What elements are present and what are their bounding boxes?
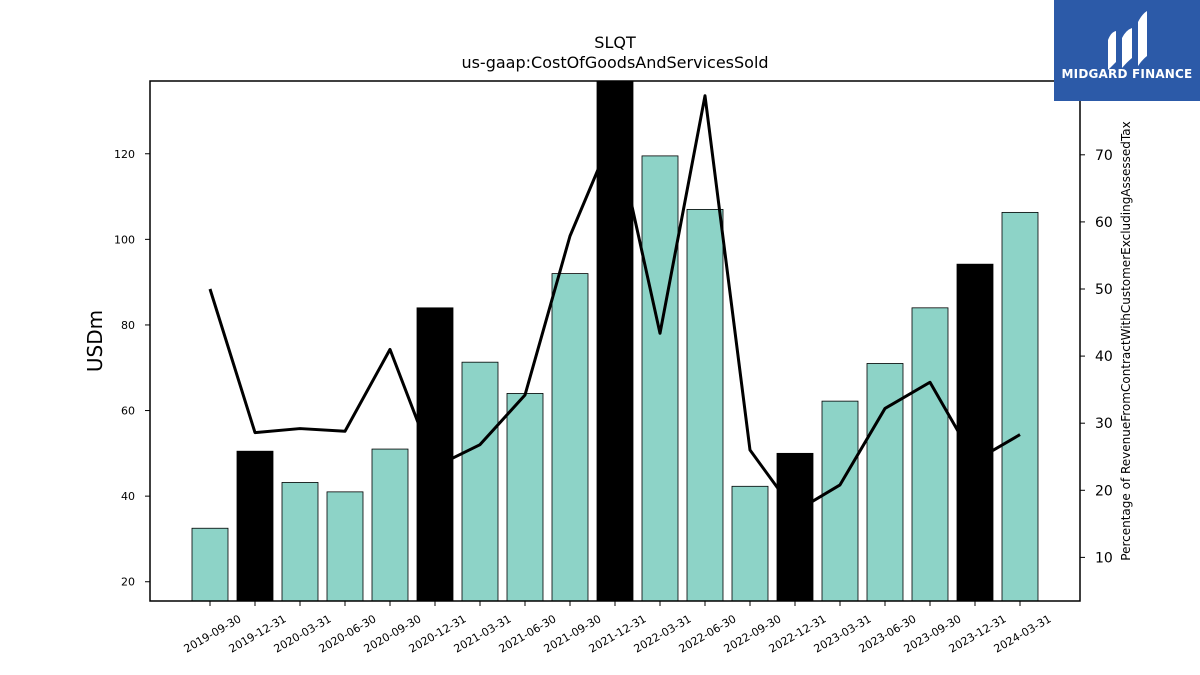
- bar-2019-12-31: [236, 450, 274, 602]
- bar-2022-06-30: [686, 208, 724, 602]
- bar-2022-03-31: [641, 155, 679, 602]
- y2-tick-label: 50: [1095, 282, 1113, 298]
- bar-2021-09-30: [551, 273, 589, 602]
- y-tick-label: 60: [121, 405, 135, 418]
- line-series: [208, 94, 1021, 514]
- bar-2023-12-31: [956, 263, 994, 602]
- bar-2023-09-30: [911, 307, 949, 602]
- y2-tick-label: 70: [1095, 148, 1113, 164]
- bar-2020-03-31: [281, 482, 319, 602]
- bar-2020-06-30: [326, 491, 364, 602]
- y-tick-label: 40: [121, 490, 135, 503]
- bar-series: [191, 80, 1039, 602]
- y-axis-label: USDm: [83, 310, 107, 372]
- line-path: [208, 94, 1021, 514]
- y-tick-label: 100: [114, 233, 135, 246]
- logo-text: MIDGARD FINANCE: [1061, 67, 1193, 81]
- y2-axis-label: Percentage of RevenueFromContractWithCus…: [1119, 121, 1133, 560]
- bar-2021-12-31: [596, 80, 634, 602]
- bar-2023-03-31: [821, 400, 859, 602]
- bar-2022-12-31: [776, 452, 814, 602]
- y-tick-label: 120: [114, 148, 135, 161]
- logo: MIDGARD FINANCE: [1054, 0, 1200, 101]
- bar-2019-09-30: [191, 527, 229, 602]
- bar-2020-12-31: [416, 307, 454, 602]
- bar-2023-06-30: [866, 363, 904, 602]
- y2-tick-label: 10: [1095, 550, 1113, 566]
- y2-tick-label: 20: [1095, 483, 1113, 499]
- bar-2024-03-31: [1001, 211, 1039, 602]
- chart-subtitle: us-gaap:CostOfGoodsAndServicesSold: [461, 53, 768, 72]
- y2-tick-label: 40: [1095, 349, 1113, 365]
- chart-title: SLQT: [594, 33, 636, 52]
- y2-tick-label: 60: [1095, 215, 1113, 231]
- bar-2020-09-30: [371, 448, 409, 602]
- bar-2021-03-31: [461, 361, 499, 602]
- y-tick-label: 80: [121, 319, 135, 332]
- y-tick-label: 20: [121, 576, 135, 589]
- logo-mark-icon: [1108, 11, 1147, 70]
- y2-tick-label: 30: [1095, 416, 1113, 432]
- bar-2022-09-30: [731, 485, 769, 602]
- bar-2021-06-30: [506, 393, 544, 602]
